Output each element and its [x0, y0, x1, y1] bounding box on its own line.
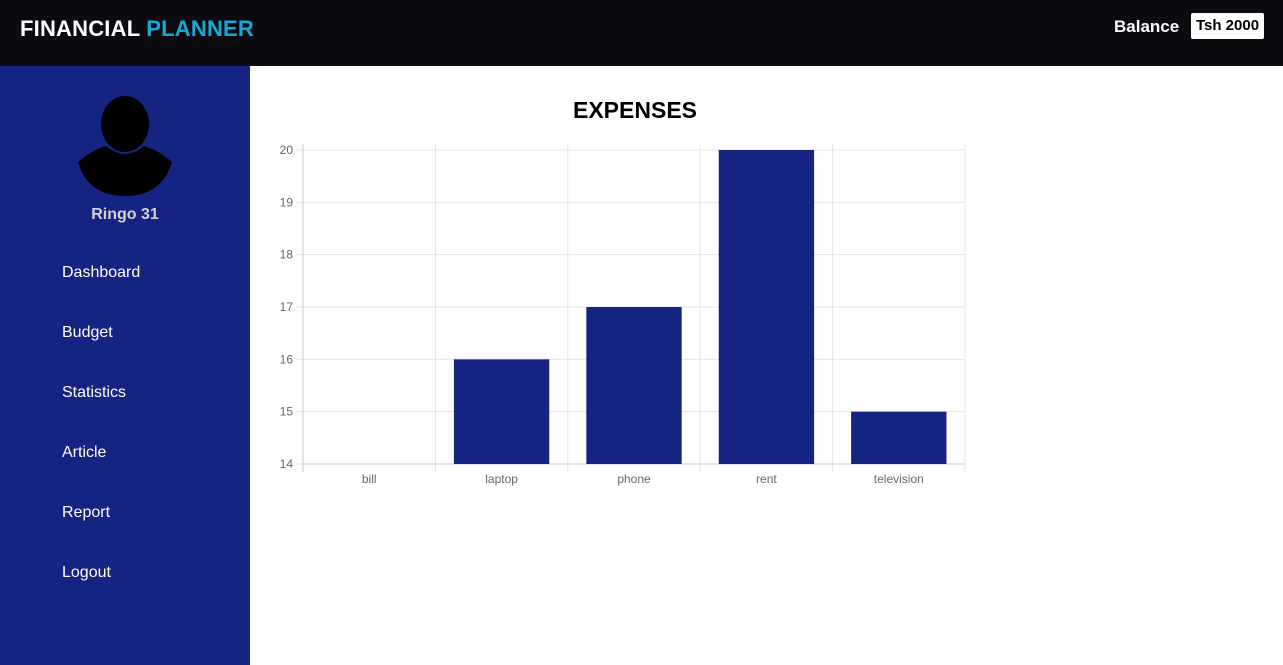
sidebar: Ringo 31 Dashboard Budget Statistics Art… — [0, 66, 250, 665]
sidebar-item-article[interactable]: Article — [62, 444, 107, 461]
y-tick-label: 17 — [280, 300, 294, 314]
chart-title: EXPENSES — [573, 97, 697, 123]
y-tick-label: 19 — [280, 195, 294, 209]
x-tick-label: television — [874, 472, 924, 486]
user-silhouette-icon — [78, 96, 172, 196]
balance-value: Tsh 2000 — [1191, 13, 1264, 39]
username: Ringo 31 — [91, 206, 159, 223]
bar-laptop — [453, 359, 550, 464]
x-tick-label: bill — [362, 472, 377, 486]
bar-phone — [586, 307, 682, 464]
bar-television — [851, 411, 947, 464]
y-tick-label: 15 — [280, 405, 294, 419]
x-tick-label: phone — [617, 472, 651, 486]
y-tick-label: 16 — [280, 352, 294, 366]
x-tick-label: laptop — [485, 472, 518, 486]
brand-planner: PLANNER — [146, 16, 255, 41]
y-tick-label: 20 — [280, 143, 294, 157]
bar-rent — [718, 150, 815, 464]
y-tick-label: 14 — [280, 457, 294, 471]
sidebar-item-report[interactable]: Report — [62, 504, 111, 521]
main-content: EXPENSES 14 15 16 17 18 19 20 bill laptop phone ren… — [250, 66, 1283, 665]
y-tick-label: 18 — [280, 248, 294, 262]
expenses-chart: EXPENSES 14 15 16 17 18 19 20 bill laptop phone ren… — [280, 97, 966, 486]
sidebar-item-statistics[interactable]: Statistics — [62, 384, 127, 401]
top-bar: FINANCIAL PLANNER Balance Tsh 2000 — [0, 0, 1283, 66]
sidebar-item-budget[interactable]: Budget — [62, 324, 113, 341]
sidebar-item-logout[interactable]: Logout — [62, 564, 111, 581]
sidebar-item-dashboard[interactable]: Dashboard — [62, 264, 141, 281]
brand-financial: FINANCIAL — [20, 16, 140, 41]
app-brand[interactable]: FINANCIAL PLANNER — [20, 16, 254, 42]
x-tick-label: rent — [756, 472, 777, 486]
balance-label: Balance — [1114, 17, 1180, 36]
